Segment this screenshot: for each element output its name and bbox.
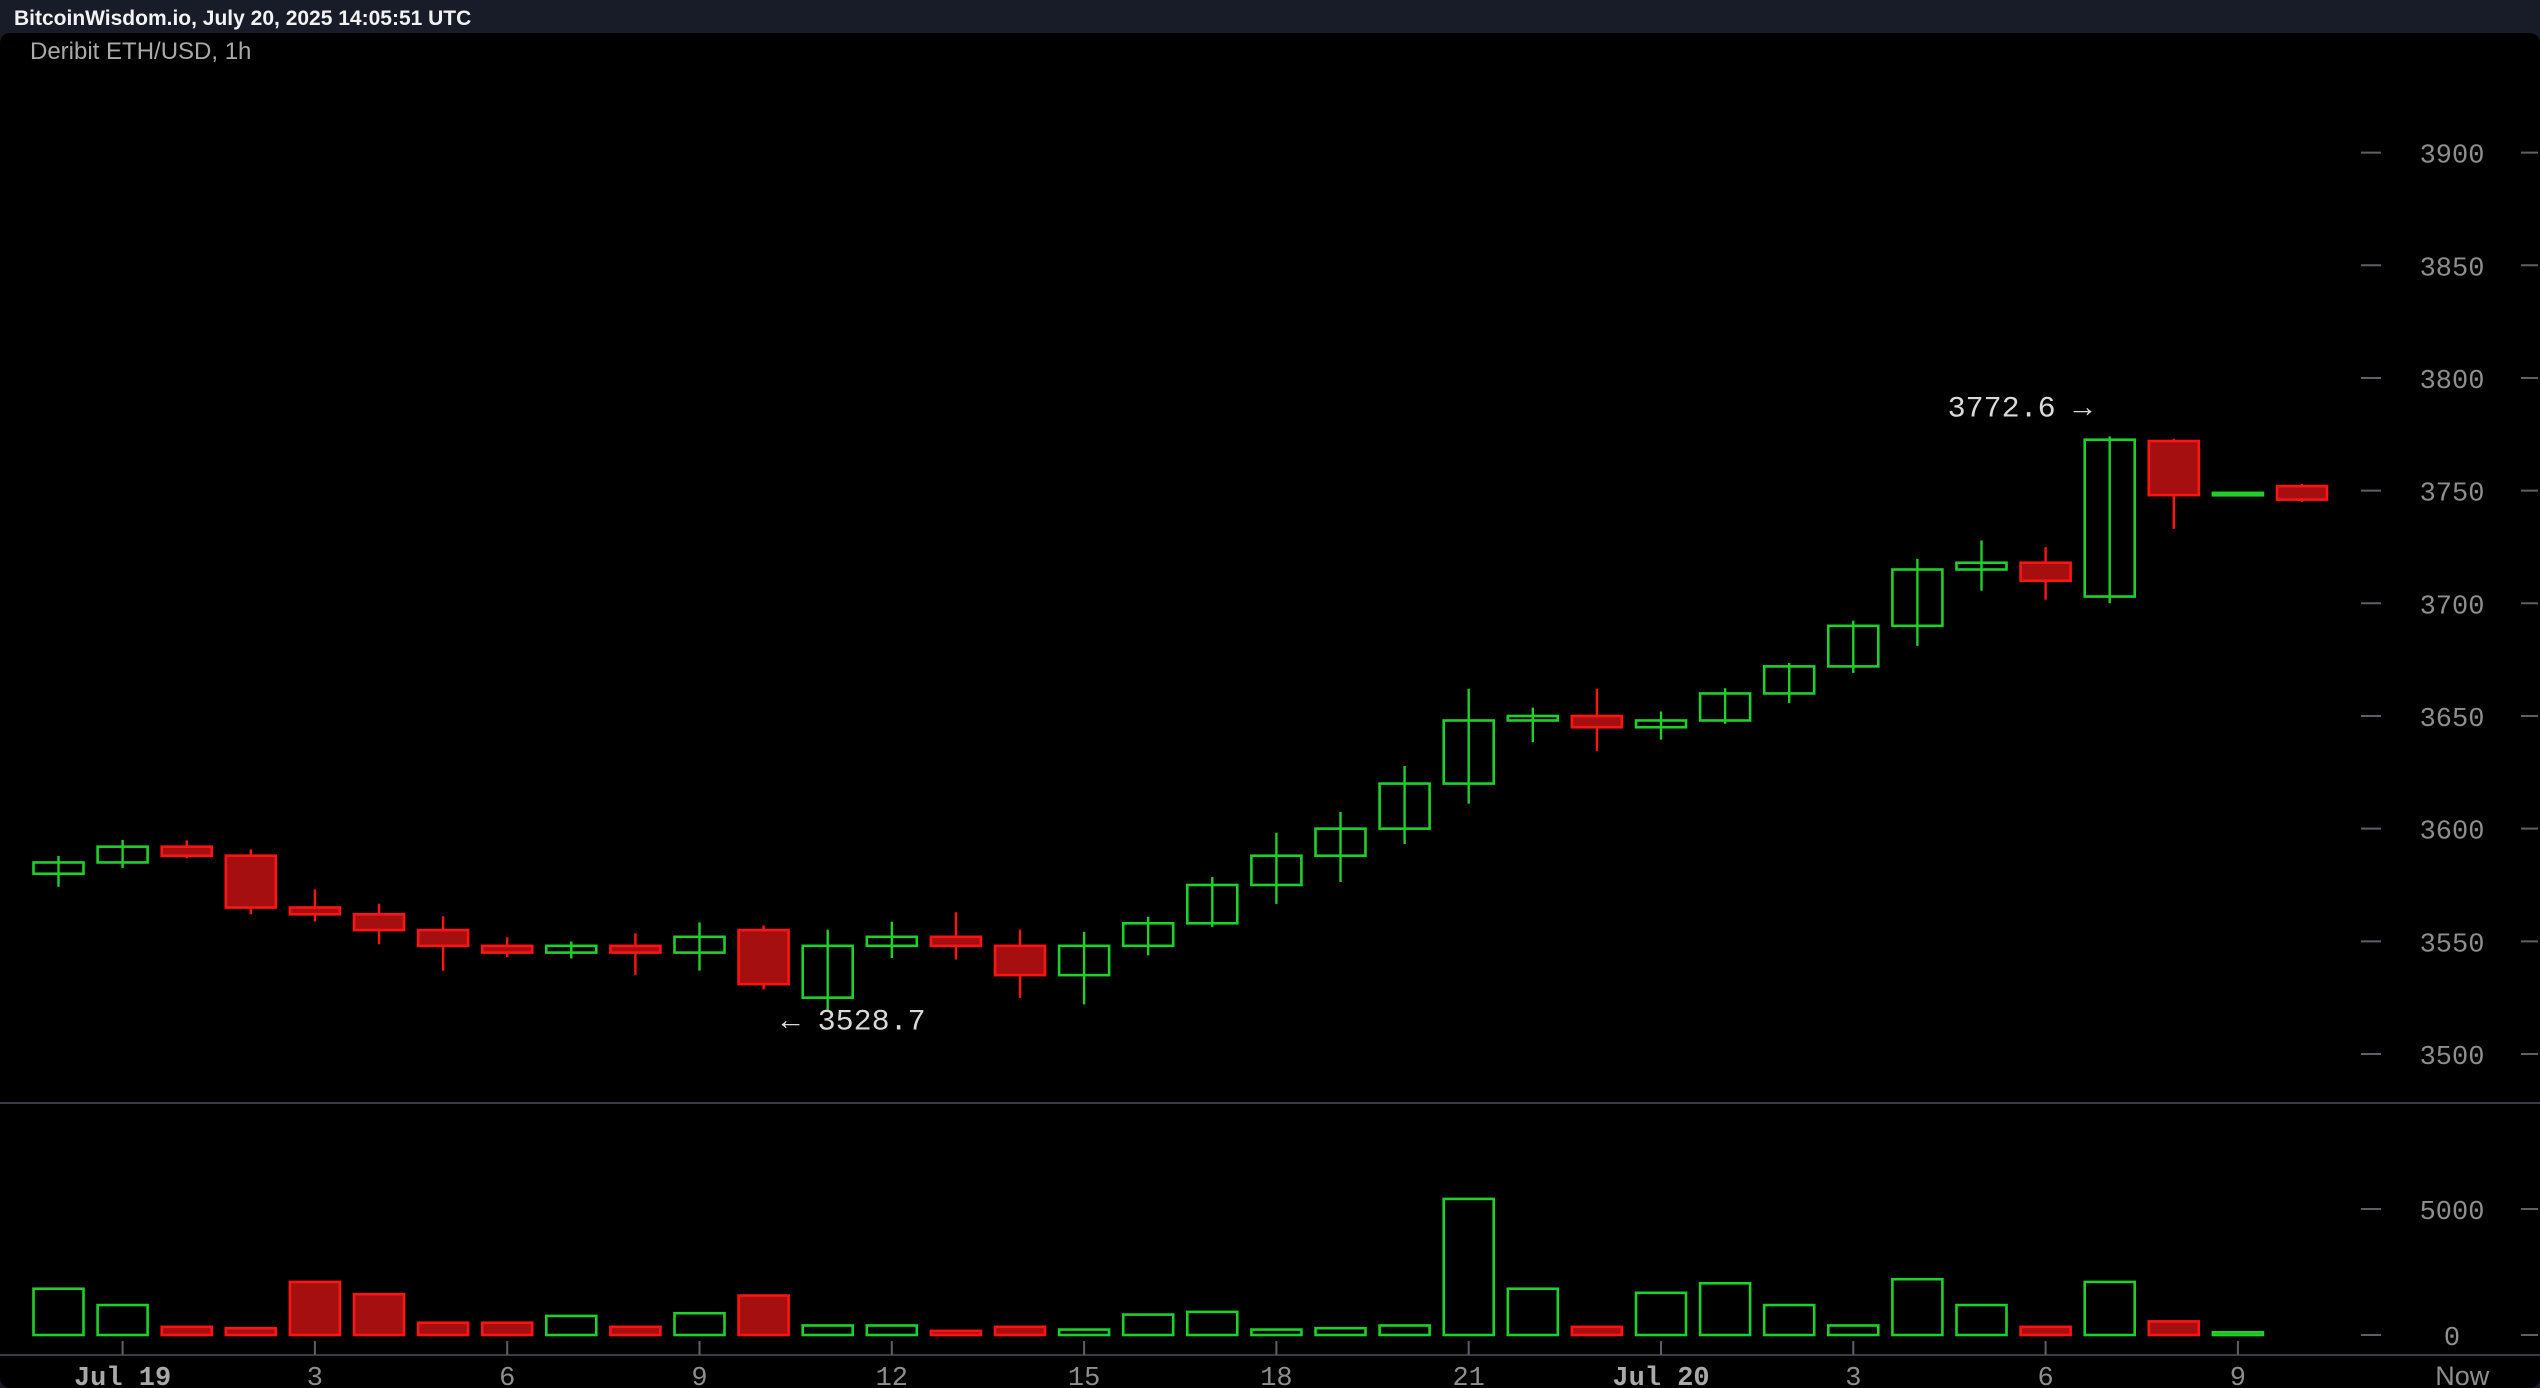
svg-text:21: 21	[1452, 1364, 1484, 1388]
svg-text:9: 9	[691, 1364, 707, 1388]
svg-text:5000: 5000	[2420, 1198, 2485, 1228]
svg-text:3500: 3500	[2420, 1043, 2485, 1073]
svg-text:3550: 3550	[2420, 930, 2485, 960]
svg-text:3772.6 →: 3772.6 →	[1948, 393, 2092, 427]
svg-text:18: 18	[1260, 1364, 1292, 1388]
svg-text:← 3528.7: ← 3528.7	[782, 1005, 926, 1039]
svg-text:Jul 20: Jul 20	[1612, 1364, 1709, 1388]
svg-text:12: 12	[876, 1364, 908, 1388]
svg-text:3900: 3900	[2420, 142, 2485, 172]
svg-text:3600: 3600	[2420, 818, 2485, 848]
svg-text:3800: 3800	[2420, 367, 2485, 397]
svg-text:3: 3	[1845, 1364, 1861, 1388]
svg-text:6: 6	[499, 1364, 515, 1388]
svg-text:9: 9	[2230, 1364, 2246, 1388]
svg-text:6: 6	[2037, 1364, 2053, 1388]
svg-text:Jul 19: Jul 19	[74, 1364, 171, 1388]
svg-text:3850: 3850	[2420, 254, 2485, 284]
svg-text:3: 3	[307, 1364, 323, 1388]
svg-text:Now: Now	[2435, 1361, 2490, 1388]
svg-text:3750: 3750	[2420, 480, 2485, 510]
svg-text:3700: 3700	[2420, 592, 2485, 622]
svg-text:3650: 3650	[2420, 705, 2485, 735]
svg-text:0: 0	[2444, 1324, 2460, 1354]
svg-text:15: 15	[1068, 1364, 1100, 1388]
